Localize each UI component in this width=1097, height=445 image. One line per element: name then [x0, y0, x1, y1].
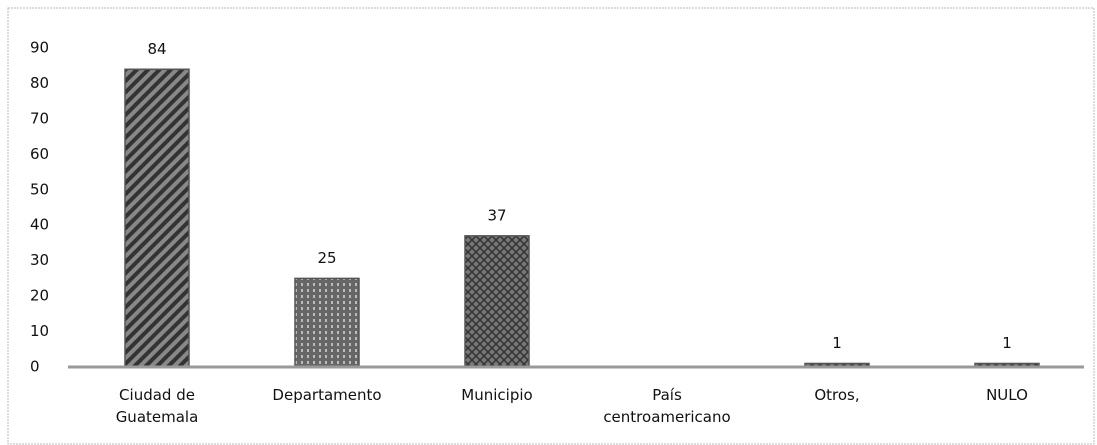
x-tick-label: Municipio — [461, 386, 532, 404]
y-tick-label: 10 — [30, 322, 49, 340]
x-tick-label: Otros, — [814, 386, 859, 404]
bar — [124, 68, 190, 368]
value-label: 1 — [832, 334, 842, 352]
x-tick-label: NULO — [986, 386, 1028, 404]
value-label: 1 — [1002, 334, 1012, 352]
bar — [294, 277, 360, 368]
y-tick-label: 80 — [30, 74, 49, 92]
y-tick-label: 50 — [30, 180, 49, 198]
chart-border — [7, 7, 1095, 445]
y-tick-label: 60 — [30, 145, 49, 163]
y-tick-label: 0 — [30, 358, 40, 376]
y-tick-label: 20 — [30, 287, 49, 305]
y-tick-label: 30 — [30, 251, 49, 269]
y-tick-label: 70 — [30, 109, 49, 127]
value-label: 84 — [147, 40, 166, 58]
x-tick-label: Ciudad de Guatemala — [116, 386, 199, 426]
value-label: 25 — [317, 249, 336, 267]
value-label: 37 — [487, 206, 506, 224]
x-tick-label: Departamento — [272, 386, 381, 404]
x-tick-label: País centroamericano — [603, 386, 730, 426]
y-tick-label: 90 — [30, 39, 49, 57]
y-tick-label: 40 — [30, 216, 49, 234]
bar — [464, 235, 530, 368]
